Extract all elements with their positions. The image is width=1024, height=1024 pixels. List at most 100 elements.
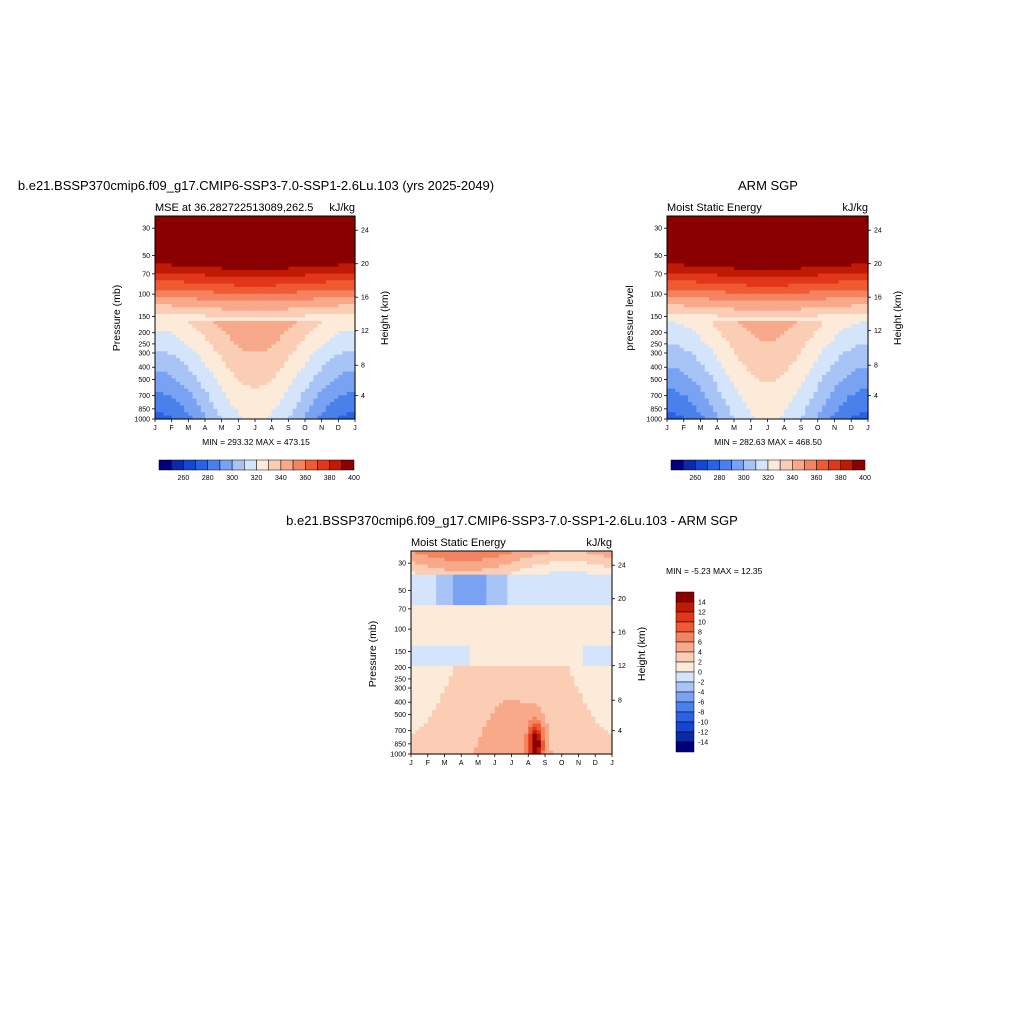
contour-cell bbox=[213, 253, 219, 258]
contour-cell bbox=[167, 310, 173, 315]
contour-cell bbox=[317, 270, 323, 275]
contour-cell bbox=[296, 297, 302, 302]
contour-cell bbox=[292, 310, 298, 315]
contour-cell bbox=[775, 239, 781, 244]
contour-cell bbox=[792, 273, 798, 278]
contour-cell bbox=[675, 263, 681, 268]
contour-cell bbox=[217, 300, 223, 305]
contour-cell bbox=[692, 324, 697, 329]
contour-cell bbox=[796, 222, 802, 227]
contour-cell bbox=[759, 310, 764, 315]
contour-cell bbox=[721, 347, 727, 352]
contour-cell bbox=[842, 263, 848, 268]
contour-cell bbox=[280, 280, 285, 285]
contour-cell bbox=[834, 331, 840, 336]
contour-cell bbox=[296, 337, 302, 342]
contour-cell bbox=[192, 243, 198, 248]
contour-cell bbox=[708, 310, 714, 315]
contour-cell bbox=[775, 354, 781, 359]
contour-cell bbox=[255, 276, 260, 281]
contour-cell bbox=[305, 249, 310, 254]
contour-cell bbox=[325, 266, 331, 271]
contour-cell bbox=[675, 259, 681, 264]
contour-cell bbox=[784, 259, 790, 264]
contour-cell bbox=[826, 229, 831, 234]
contour-cell bbox=[717, 327, 723, 332]
contour-cell bbox=[230, 412, 235, 417]
contour-cell bbox=[734, 236, 739, 241]
contour-cell bbox=[309, 334, 314, 339]
contour-cell bbox=[175, 256, 181, 261]
contour-cell bbox=[763, 216, 769, 220]
contour-cell bbox=[325, 395, 331, 400]
contour-cell bbox=[167, 270, 173, 275]
contour-cell bbox=[792, 270, 798, 275]
contour-cell bbox=[696, 307, 702, 312]
contour-cell bbox=[338, 388, 344, 393]
contour-cell bbox=[296, 364, 302, 369]
contour-cell bbox=[763, 239, 769, 244]
contour-cell bbox=[330, 408, 335, 413]
contour-cell bbox=[696, 310, 702, 315]
contour-cell bbox=[250, 351, 256, 356]
contour-cell bbox=[313, 324, 319, 329]
contour-cell bbox=[234, 331, 239, 336]
contour-cell bbox=[209, 303, 214, 308]
contour-cell bbox=[192, 358, 198, 363]
contour-cell bbox=[209, 239, 214, 244]
contour-cell bbox=[205, 358, 210, 363]
contour-cell bbox=[830, 229, 836, 234]
contour-cell bbox=[246, 283, 252, 288]
contour-cell bbox=[263, 222, 269, 227]
contour-cell bbox=[692, 287, 697, 292]
contour-cell bbox=[813, 287, 819, 292]
contour-cell bbox=[305, 280, 310, 285]
contour-cell bbox=[759, 293, 764, 298]
contour-cell bbox=[155, 327, 160, 332]
contour-cell bbox=[667, 266, 672, 271]
contour-cell bbox=[729, 290, 735, 295]
contour-cell bbox=[754, 344, 760, 349]
contour-cell bbox=[759, 273, 764, 278]
contour-cell bbox=[321, 263, 327, 268]
contour-cell bbox=[300, 378, 306, 383]
contour-cell bbox=[767, 273, 773, 278]
contour-cell bbox=[321, 229, 327, 234]
contour-cell bbox=[280, 290, 285, 295]
contour-cell bbox=[683, 249, 689, 254]
contour-cell bbox=[771, 307, 777, 312]
contour-cell bbox=[855, 280, 861, 285]
contour-cell bbox=[192, 371, 198, 376]
contour-cell bbox=[350, 378, 356, 383]
contour-cell bbox=[230, 375, 235, 379]
contour-cell bbox=[692, 253, 697, 258]
contour-cell bbox=[167, 354, 173, 359]
contour-cell bbox=[305, 358, 310, 363]
contour-cell bbox=[742, 344, 748, 349]
contour-cell bbox=[321, 297, 327, 302]
contour-cell bbox=[696, 341, 702, 346]
contour-cell bbox=[250, 398, 256, 403]
contour-cell bbox=[259, 334, 264, 339]
contour-cell bbox=[784, 334, 790, 339]
contour-cell bbox=[221, 256, 227, 261]
contour-cell bbox=[809, 249, 815, 254]
contour-cell bbox=[813, 232, 819, 237]
contour-cell bbox=[342, 368, 348, 373]
contour-cell bbox=[809, 354, 815, 359]
contour-cell bbox=[280, 266, 285, 271]
contour-cell bbox=[851, 280, 857, 285]
colorbar-box bbox=[256, 459, 269, 471]
contour-cell bbox=[851, 320, 857, 325]
contour-cell bbox=[242, 266, 248, 271]
contour-cell bbox=[342, 270, 348, 275]
contour-cell bbox=[188, 256, 194, 261]
contour-cell bbox=[847, 337, 852, 342]
contour-cell bbox=[280, 232, 285, 237]
contour-cell bbox=[205, 347, 210, 352]
contour-cell bbox=[784, 249, 790, 254]
contour-cell bbox=[713, 337, 718, 342]
contour-cell bbox=[734, 351, 739, 356]
contour-cell bbox=[830, 344, 836, 349]
contour-cell bbox=[679, 307, 685, 312]
